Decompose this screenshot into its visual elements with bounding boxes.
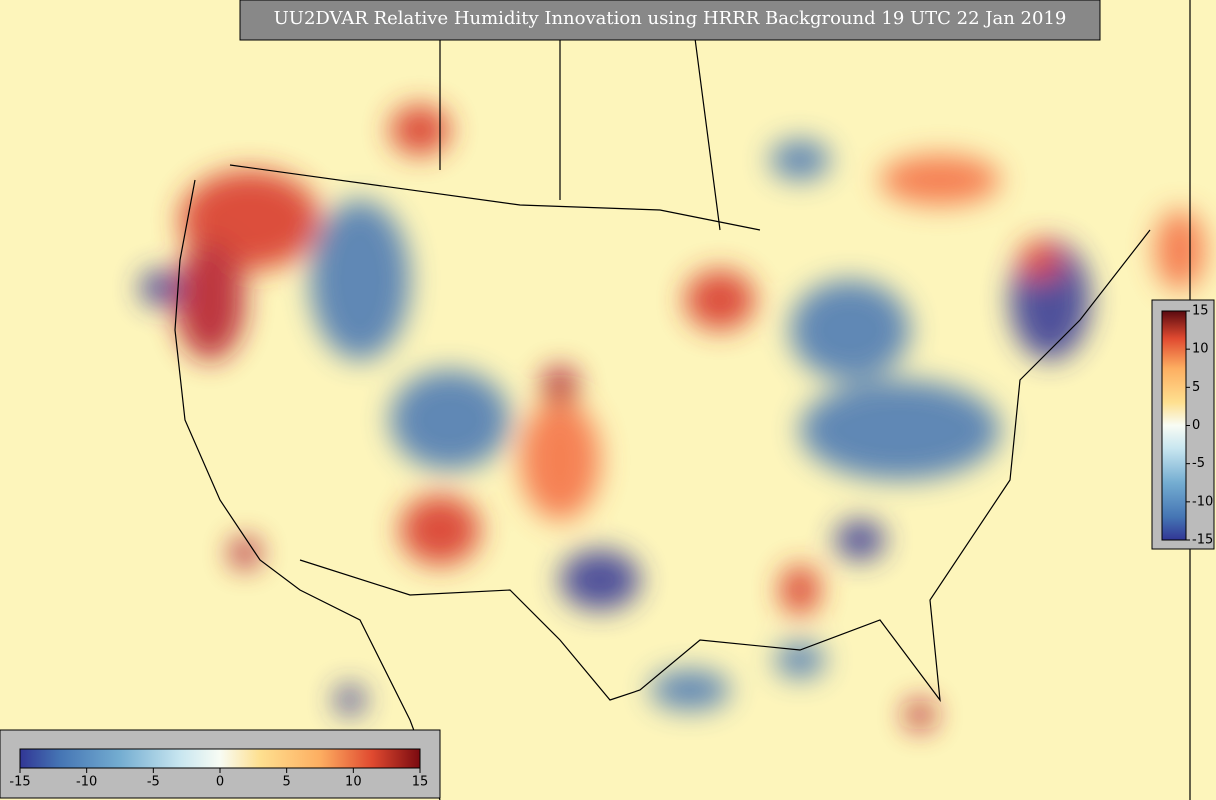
colorbar-tick-label: -5 <box>1192 456 1205 471</box>
west-coast <box>174 179 441 800</box>
colorbar-tick-label: 10 <box>1192 342 1209 357</box>
colorbar-tick-label: 0 <box>1192 418 1200 433</box>
canada-lines <box>439 0 1191 800</box>
borders <box>174 0 1191 800</box>
vertical-colorbar <box>1161 310 1187 541</box>
colorbar-tick-label: 5 <box>283 775 291 790</box>
colorbar-tick-label: -15 <box>9 775 30 790</box>
colorbar-tick-label: -10 <box>1192 494 1213 509</box>
colorbar-tick-label: 0 <box>216 775 224 790</box>
colorbar-tick-label: 10 <box>345 775 362 790</box>
map-title: UU2DVAR Relative Humidity Innovation usi… <box>274 8 1067 29</box>
colorbar-tick-label: 15 <box>412 775 429 790</box>
horizontal-colorbar <box>19 748 421 769</box>
title-box <box>239 0 1101 41</box>
colorbar-tick-label: -15 <box>1192 533 1213 548</box>
northern-border <box>229 164 761 231</box>
colorbar-tick-label: -5 <box>147 775 160 790</box>
colorbar-tick-label: 15 <box>1192 304 1209 319</box>
colorbar-tick-label: -10 <box>76 775 97 790</box>
south-east-coast <box>299 229 1151 703</box>
colorbar-tick-label: 5 <box>1192 380 1200 395</box>
